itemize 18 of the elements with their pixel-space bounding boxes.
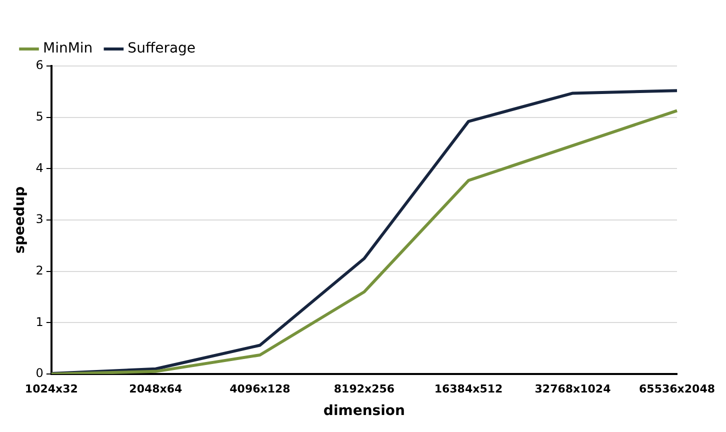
y-tick-label: 5 bbox=[36, 109, 44, 124]
x-tick-label: 1024x32 bbox=[24, 382, 78, 396]
legend-label: MinMin bbox=[43, 40, 93, 57]
x-tick-label: 65536x2048 bbox=[639, 382, 715, 396]
x-tick-label: 2048x64 bbox=[129, 382, 183, 396]
y-tick-label: 1 bbox=[36, 314, 44, 329]
legend-label: Sufferage bbox=[128, 40, 196, 57]
y-tick-label: 4 bbox=[36, 160, 44, 175]
x-tick-label: 8192x256 bbox=[334, 382, 395, 396]
y-tick-label: 0 bbox=[36, 366, 44, 380]
x-tick-label: 4096x128 bbox=[230, 382, 290, 396]
y-tick-label: 3 bbox=[36, 212, 44, 226]
x-tick-label: 16384x512 bbox=[434, 382, 503, 396]
x-tick-label: 32768x1024 bbox=[534, 382, 612, 396]
y-axis-title: speedup bbox=[12, 186, 28, 254]
y-tick-label: 6 bbox=[36, 58, 44, 72]
x-axis-title: dimension bbox=[323, 403, 406, 420]
y-tick-label: 2 bbox=[36, 263, 44, 278]
